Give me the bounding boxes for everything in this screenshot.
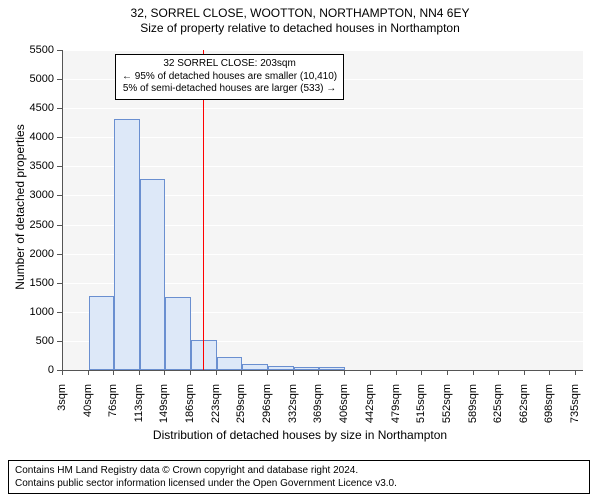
x-tick-label: 625sqm bbox=[492, 384, 504, 434]
x-tick-mark bbox=[190, 370, 191, 375]
x-tick-label: 515sqm bbox=[415, 384, 427, 434]
x-tick-mark bbox=[88, 370, 89, 375]
y-tick-mark bbox=[57, 79, 62, 80]
y-tick-mark bbox=[57, 254, 62, 255]
y-tick-label: 3000 bbox=[14, 189, 54, 201]
x-tick-mark bbox=[396, 370, 397, 375]
x-tick-label: 332sqm bbox=[287, 384, 299, 434]
plot-area: 32 SORREL CLOSE: 203sqm ← 95% of detache… bbox=[62, 50, 583, 371]
footer-line2: Contains public sector information licen… bbox=[15, 477, 583, 490]
bar bbox=[140, 179, 165, 370]
y-tick-mark bbox=[57, 225, 62, 226]
y-tick-label: 2500 bbox=[14, 219, 54, 231]
gridline bbox=[63, 166, 583, 167]
footer-line1: Contains HM Land Registry data © Crown c… bbox=[15, 464, 583, 477]
annotation-line2: ← 95% of detached houses are smaller (10… bbox=[122, 71, 337, 84]
x-tick-label: 3sqm bbox=[56, 384, 68, 434]
x-tick-label: 662sqm bbox=[518, 384, 530, 434]
y-tick-label: 1000 bbox=[14, 306, 54, 318]
annotation-line3: 5% of semi-detached houses are larger (5… bbox=[122, 83, 337, 96]
bar bbox=[217, 357, 242, 370]
x-tick-mark bbox=[139, 370, 140, 375]
bar bbox=[89, 296, 114, 370]
x-tick-mark bbox=[524, 370, 525, 375]
y-tick-mark bbox=[57, 312, 62, 313]
x-tick-label: 406sqm bbox=[338, 384, 350, 434]
x-tick-label: 149sqm bbox=[158, 384, 170, 434]
y-tick-label: 4000 bbox=[14, 131, 54, 143]
x-tick-mark bbox=[498, 370, 499, 375]
y-tick-label: 3500 bbox=[14, 160, 54, 172]
y-tick-label: 5500 bbox=[14, 44, 54, 56]
x-tick-mark bbox=[164, 370, 165, 375]
title-block: 32, SORREL CLOSE, WOOTTON, NORTHAMPTON, … bbox=[0, 6, 600, 36]
x-tick-label: 186sqm bbox=[184, 384, 196, 434]
x-tick-mark bbox=[549, 370, 550, 375]
x-tick-label: 369sqm bbox=[312, 384, 324, 434]
x-tick-mark bbox=[575, 370, 576, 375]
x-tick-mark bbox=[267, 370, 268, 375]
x-tick-mark bbox=[62, 370, 63, 375]
y-tick-label: 2000 bbox=[14, 248, 54, 260]
x-tick-label: 552sqm bbox=[441, 384, 453, 434]
x-tick-mark bbox=[113, 370, 114, 375]
y-tick-label: 500 bbox=[14, 335, 54, 347]
y-tick-mark bbox=[57, 166, 62, 167]
x-tick-label: 223sqm bbox=[210, 384, 222, 434]
bar bbox=[165, 297, 191, 370]
x-tick-label: 296sqm bbox=[261, 384, 273, 434]
bar bbox=[191, 340, 217, 370]
x-tick-label: 479sqm bbox=[390, 384, 402, 434]
gridline bbox=[63, 137, 583, 138]
x-tick-mark bbox=[370, 370, 371, 375]
y-tick-mark bbox=[57, 50, 62, 51]
annotation-box: 32 SORREL CLOSE: 203sqm ← 95% of detache… bbox=[115, 54, 344, 100]
x-tick-mark bbox=[421, 370, 422, 375]
y-tick-mark bbox=[57, 283, 62, 284]
gridline bbox=[63, 108, 583, 109]
chart-title-line1: 32, SORREL CLOSE, WOOTTON, NORTHAMPTON, … bbox=[0, 6, 600, 21]
annotation-line1: 32 SORREL CLOSE: 203sqm bbox=[122, 58, 337, 71]
y-tick-label: 5000 bbox=[14, 73, 54, 85]
x-tick-label: 442sqm bbox=[364, 384, 376, 434]
bar bbox=[242, 364, 268, 370]
x-tick-label: 76sqm bbox=[107, 384, 119, 434]
chart-title-line2: Size of property relative to detached ho… bbox=[0, 21, 600, 36]
x-tick-mark bbox=[447, 370, 448, 375]
gridline bbox=[63, 50, 583, 51]
y-tick-label: 1500 bbox=[14, 277, 54, 289]
x-tick-mark bbox=[293, 370, 294, 375]
x-tick-mark bbox=[473, 370, 474, 375]
x-tick-label: 735sqm bbox=[569, 384, 581, 434]
x-axis-label: Distribution of detached houses by size … bbox=[0, 428, 600, 442]
x-tick-label: 698sqm bbox=[543, 384, 555, 434]
x-tick-mark bbox=[344, 370, 345, 375]
y-tick-mark bbox=[57, 341, 62, 342]
x-tick-label: 113sqm bbox=[133, 384, 145, 434]
x-tick-mark bbox=[241, 370, 242, 375]
bar bbox=[268, 366, 293, 370]
y-tick-label: 0 bbox=[14, 364, 54, 376]
y-tick-mark bbox=[57, 108, 62, 109]
y-tick-mark bbox=[57, 137, 62, 138]
x-tick-mark bbox=[318, 370, 319, 375]
x-tick-label: 259sqm bbox=[235, 384, 247, 434]
bar bbox=[114, 119, 140, 370]
footer-attribution: Contains HM Land Registry data © Crown c… bbox=[8, 460, 590, 494]
chart-container: 32, SORREL CLOSE, WOOTTON, NORTHAMPTON, … bbox=[0, 0, 600, 500]
x-tick-label: 40sqm bbox=[82, 384, 94, 434]
y-axis-label: Number of detached properties bbox=[13, 117, 27, 297]
bar bbox=[294, 367, 320, 370]
x-tick-mark bbox=[216, 370, 217, 375]
y-tick-mark bbox=[57, 195, 62, 196]
x-tick-label: 589sqm bbox=[467, 384, 479, 434]
bar bbox=[319, 367, 345, 370]
y-tick-label: 4500 bbox=[14, 102, 54, 114]
